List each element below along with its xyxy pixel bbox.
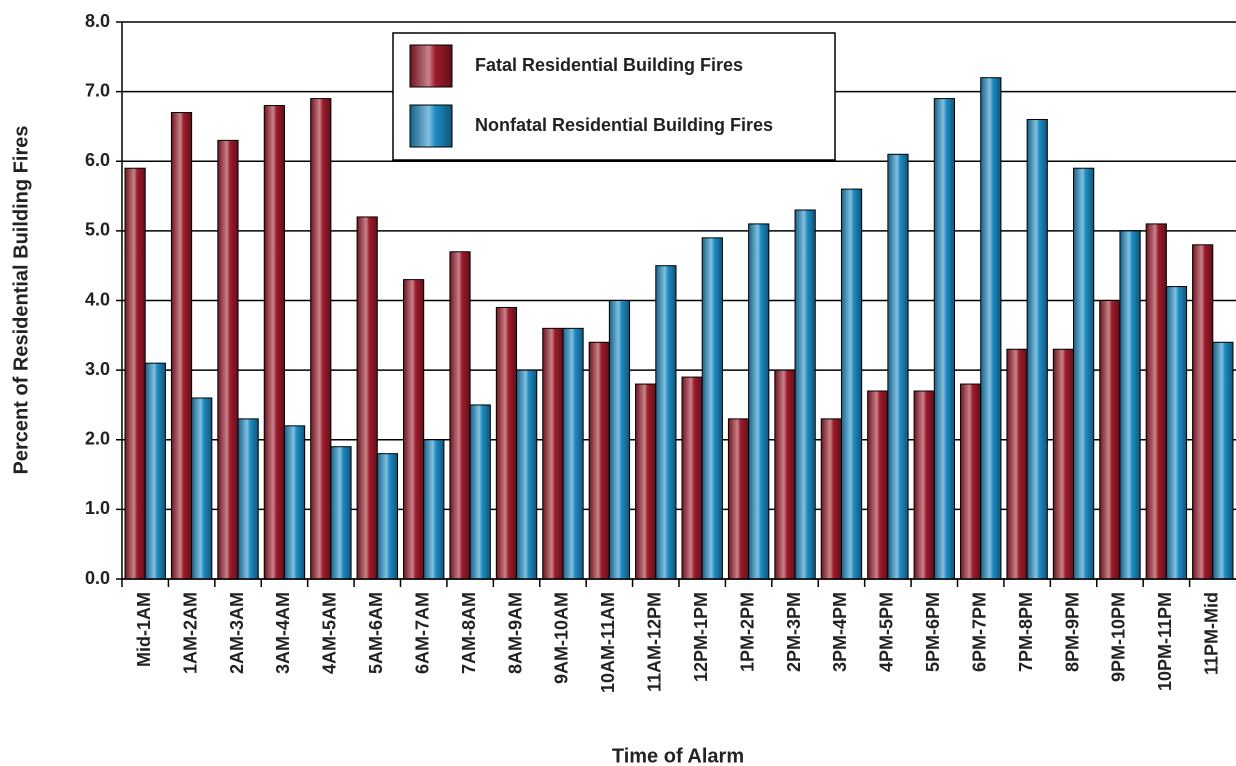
bar: [887, 153, 909, 580]
bar: [1212, 341, 1234, 580]
bar: [562, 327, 584, 580]
bar: [960, 383, 982, 580]
x-tick-label: 6AM-7AM: [412, 592, 432, 674]
bar: [170, 112, 193, 580]
bar: [820, 418, 842, 580]
bar: [980, 77, 1002, 580]
bar: [1165, 286, 1188, 580]
bar: [774, 369, 796, 580]
y-tick-label: 5.0: [85, 220, 110, 240]
x-tick-label: 5PM-6PM: [923, 592, 943, 672]
y-tick-label: 7.0: [85, 80, 110, 100]
x-tick-label: 10PM-11PM: [1155, 592, 1175, 691]
bar: [495, 306, 518, 580]
bar: [310, 98, 332, 580]
legend-swatch: [409, 104, 453, 148]
y-tick-label: 2.0: [85, 429, 110, 449]
x-tick-label: 11PM-Mid: [1202, 592, 1222, 675]
y-axis-title: Percent of Residential Building Fires: [10, 126, 32, 475]
x-tick-label: Mid-1AM: [134, 592, 154, 667]
bar: [1145, 223, 1167, 580]
bar: [748, 223, 770, 580]
legend-label: Fatal Residential Building Fires: [475, 55, 743, 75]
bar: [542, 327, 564, 580]
bar: [330, 446, 352, 580]
y-tick-label: 1.0: [85, 498, 110, 518]
legend-swatch: [409, 44, 453, 88]
bar: [635, 383, 657, 580]
x-tick-label: 2PM-3PM: [784, 592, 804, 672]
legend: Fatal Residential Building Fires Nonfatal…: [392, 32, 836, 161]
bar: [794, 209, 816, 580]
bar: [356, 216, 378, 580]
bar: [516, 369, 538, 580]
bar: [1099, 300, 1121, 580]
x-tick-label: 12PM-1PM: [691, 592, 711, 682]
bar: [655, 265, 677, 580]
legend-box: [392, 32, 836, 161]
legend-label: Nonfatal Residential Building Fires: [475, 115, 773, 135]
bar: [840, 188, 863, 580]
bar: [283, 425, 306, 580]
bar: [608, 300, 631, 580]
bar: [701, 237, 723, 580]
x-tick-label: 4AM-5AM: [320, 592, 340, 674]
x-tick-label: 2AM-3AM: [227, 592, 247, 674]
bar: [1026, 118, 1048, 580]
bar: [1052, 348, 1075, 580]
x-tick-label: 3PM-4PM: [830, 592, 850, 672]
bar: [913, 390, 935, 580]
bar: [403, 279, 425, 580]
x-tick-label: 8PM-9PM: [1062, 592, 1082, 672]
bar: [449, 251, 471, 580]
x-tick-label: 8AM-9AM: [505, 592, 525, 674]
x-tick-label: 7AM-8AM: [459, 592, 479, 674]
bar: [1073, 167, 1095, 580]
x-tick-label: 3AM-4AM: [273, 592, 293, 674]
bar: [376, 453, 398, 580]
x-tick-label: 9PM-10PM: [1109, 592, 1129, 682]
bar: [469, 404, 491, 580]
bar: [681, 376, 703, 580]
x-tick-label: 1PM-2PM: [737, 592, 757, 672]
bar: [217, 139, 239, 580]
bar: [727, 418, 750, 580]
bar: [1119, 230, 1141, 580]
bar: [1192, 244, 1214, 580]
bar: [237, 418, 259, 580]
x-tick-label: 4PM-5PM: [877, 592, 897, 672]
y-tick-label: 8.0: [85, 11, 110, 31]
bar: [423, 439, 445, 580]
x-tick-label: 1AM-2AM: [180, 592, 200, 674]
x-tick-label: 9AM-10AM: [552, 592, 572, 684]
y-tick-label: 0.0: [85, 568, 110, 588]
y-tick-label: 3.0: [85, 359, 110, 379]
x-axis-title: Time of Alarm: [612, 745, 744, 766]
bar: [867, 390, 889, 580]
bar: [1006, 348, 1028, 580]
x-tick-label: 11AM-12PM: [645, 592, 665, 692]
bar: [263, 105, 285, 580]
x-tick-label: 6PM-7PM: [969, 592, 989, 672]
bar: [588, 341, 610, 580]
y-tick-label: 4.0: [85, 289, 110, 309]
x-tick-label: 7PM-8PM: [1016, 592, 1036, 672]
bar: [191, 397, 213, 580]
bar: [144, 362, 166, 580]
bar: [124, 167, 146, 580]
y-tick-label: 6.0: [85, 150, 110, 170]
x-tick-label: 5AM-6AM: [366, 592, 386, 674]
x-tick-label: 10AM-11AM: [598, 592, 618, 693]
bar: [933, 98, 956, 580]
